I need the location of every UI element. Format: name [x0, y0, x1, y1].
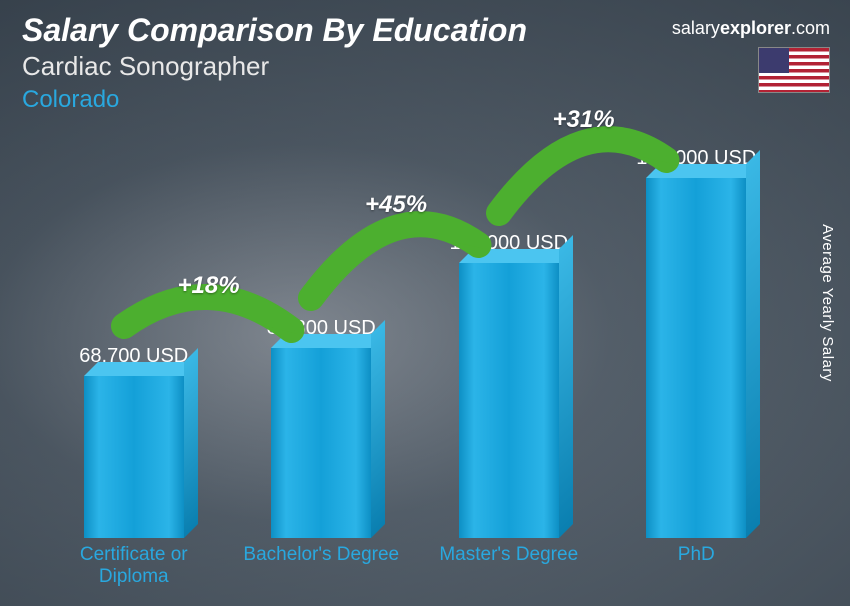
brand-suffix: .com [791, 18, 830, 38]
brand-bold: explorer [720, 18, 791, 38]
us-flag-icon [758, 47, 830, 93]
brand-prefix: salary [672, 18, 720, 38]
bar-label: Bachelor's Degree [241, 544, 401, 588]
bar-label: Master's Degree [429, 544, 589, 588]
brand-text: salaryexplorer.com [672, 18, 830, 39]
increase-label: +18% [178, 272, 240, 300]
increase-label: +45% [365, 191, 427, 219]
bar-label: PhD [616, 544, 776, 588]
increase-label: +31% [553, 106, 615, 134]
bar-label: Certificate or Diploma [54, 544, 214, 588]
bar [84, 376, 184, 538]
y-axis-label: Average Yearly Salary [819, 224, 836, 382]
labels-container: Certificate or Diploma Bachelor's Degree M… [40, 544, 790, 588]
